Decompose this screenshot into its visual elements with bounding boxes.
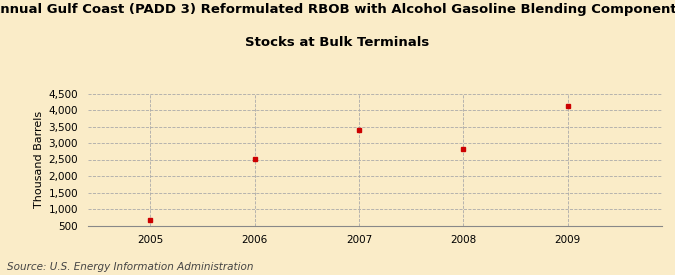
Text: Annual Gulf Coast (PADD 3) Reformulated RBOB with Alcohol Gasoline Blending Comp: Annual Gulf Coast (PADD 3) Reformulated … — [0, 3, 675, 16]
Text: Source: U.S. Energy Information Administration: Source: U.S. Energy Information Administ… — [7, 262, 253, 272]
Y-axis label: Thousand Barrels: Thousand Barrels — [34, 111, 45, 208]
Text: Stocks at Bulk Terminals: Stocks at Bulk Terminals — [246, 36, 429, 49]
